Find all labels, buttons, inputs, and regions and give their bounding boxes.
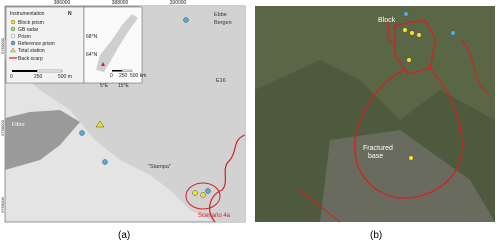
coord-x: 388000 <box>112 0 129 6</box>
coord-y: 6756000 <box>0 196 5 212</box>
scale-label: 250 <box>34 74 43 80</box>
scale-label: 0 <box>10 74 13 80</box>
inset-scale: 0 <box>110 73 113 79</box>
coord-y: 6760000 <box>0 37 5 53</box>
block-prism <box>200 192 206 198</box>
north-arrow: N <box>68 11 72 17</box>
place-label: Fibro <box>12 122 25 128</box>
legend-item: GB radar <box>18 27 39 33</box>
photo-label: Fractured <box>363 145 393 152</box>
scarp-outline <box>354 67 463 199</box>
coord-y: 6758000 <box>0 119 5 135</box>
inset-lat: 64°N <box>86 52 98 58</box>
reference-prism <box>79 130 85 136</box>
photo-label: Block <box>378 17 396 24</box>
fjord <box>5 110 80 170</box>
norway-outline <box>96 14 138 72</box>
block-prism <box>192 190 198 196</box>
caption: (a) <box>118 230 130 241</box>
coord-x: 390000 <box>170 0 187 6</box>
scenario-ellipse <box>185 182 221 210</box>
scenario-label: Scenario 4a <box>198 213 231 219</box>
coord-x: 386000 <box>54 0 71 6</box>
inset-scale: 500 km <box>130 73 146 79</box>
legend-title: Instrumentation <box>10 11 45 17</box>
legend-item: Total station <box>18 48 45 54</box>
photo-panel: Block Fractured base <box>255 6 495 223</box>
place-label: Bergen <box>214 20 232 26</box>
inset-lat: 68°N <box>86 34 98 40</box>
legend-item: Block prism <box>18 20 44 26</box>
terrain <box>5 6 245 222</box>
inset-lon: 15°E <box>118 83 130 89</box>
caption: (b) <box>370 230 382 241</box>
legend-item: Back scarp <box>18 56 43 62</box>
place-label: "Stampa" <box>148 164 171 170</box>
inset-scale: 250 <box>119 73 128 79</box>
scale-label: 500 m <box>58 74 72 80</box>
reference-prism <box>183 17 189 23</box>
reference-prism <box>102 159 108 165</box>
total-station <box>95 120 105 128</box>
legend-item: Reference prism <box>18 41 55 47</box>
place-label: E16 <box>216 78 226 84</box>
back-scarp-line <box>209 134 246 223</box>
legend-item: Prism <box>18 34 31 40</box>
inset-lon: 5°E <box>100 83 109 89</box>
reference-prism <box>205 188 211 194</box>
map-panel: Instrumentation N Block prism GB radar P… <box>0 0 246 223</box>
photo-label: base <box>368 153 383 160</box>
place-label: Ebbe <box>214 12 227 18</box>
